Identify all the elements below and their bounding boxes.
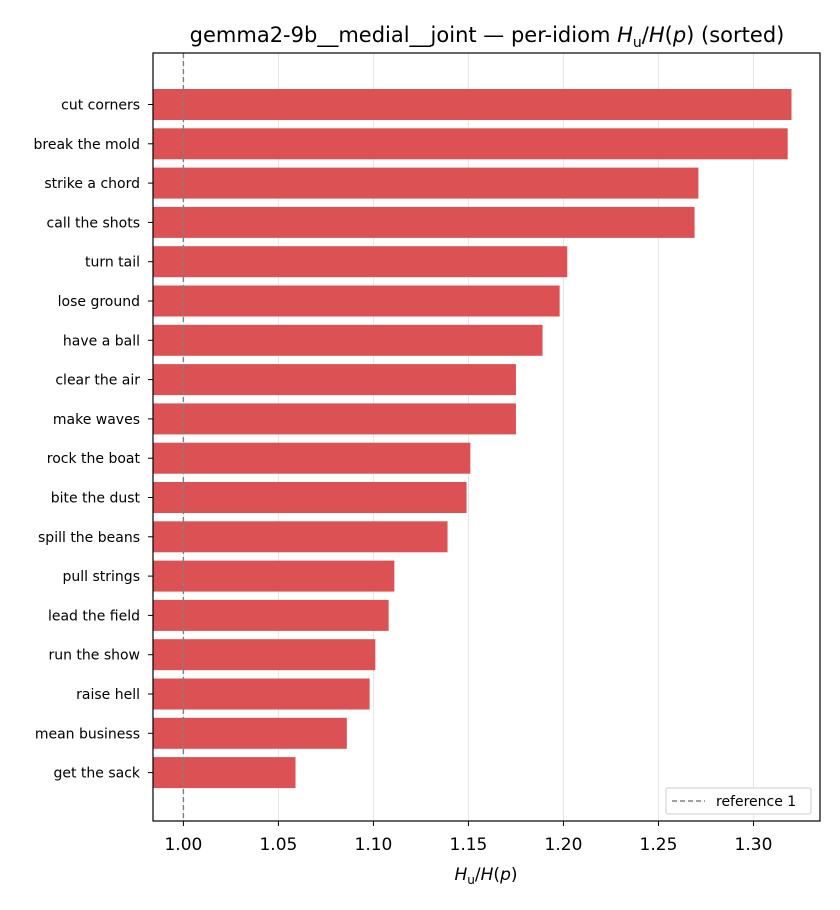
bar bbox=[153, 285, 560, 317]
bar bbox=[153, 442, 471, 474]
chart-title: gemma2-9b__medial__joint — per-idiom Hu/… bbox=[190, 23, 785, 51]
y-tick-label: mean business bbox=[35, 726, 140, 742]
title-prefix: gemma2-9b__medial__joint — per-idiom bbox=[190, 23, 617, 48]
y-tick-label: pull strings bbox=[63, 569, 140, 585]
y-tick-label: rock the boat bbox=[47, 451, 141, 467]
y-tick-label: bite the dust bbox=[51, 491, 141, 507]
x-tick-label: 1.15 bbox=[450, 835, 488, 855]
bar bbox=[153, 757, 296, 789]
title-paren-open: ( bbox=[665, 23, 673, 47]
bar bbox=[153, 206, 695, 238]
y-tick-label: clear the air bbox=[55, 373, 140, 389]
y-tick-label: strike a chord bbox=[44, 176, 140, 192]
y-tick-label: break the mold bbox=[34, 137, 141, 153]
title-sub: u bbox=[633, 35, 642, 51]
bar bbox=[153, 678, 370, 710]
title-p: p bbox=[672, 23, 686, 47]
xlabel-paren-open: ( bbox=[493, 865, 500, 885]
y-tick-label: call the shots bbox=[47, 215, 140, 231]
bar bbox=[153, 246, 568, 278]
x-tick-label: 1.25 bbox=[640, 835, 678, 855]
bar bbox=[153, 324, 543, 356]
y-tick-label: make waves bbox=[53, 412, 140, 428]
title-h2: H bbox=[649, 23, 665, 47]
y-tick-label: turn tail bbox=[85, 255, 140, 271]
y-tick-label: spill the beans bbox=[38, 530, 140, 546]
title-suffix: (sorted) bbox=[694, 23, 784, 47]
x-tick-label: 1.05 bbox=[259, 835, 297, 855]
xlabel-h: H bbox=[454, 865, 467, 885]
y-tick-label: get the sack bbox=[53, 766, 140, 782]
bar bbox=[153, 560, 395, 592]
legend-box bbox=[665, 787, 812, 815]
bars bbox=[153, 89, 792, 789]
bar bbox=[153, 639, 376, 671]
title-h: H bbox=[617, 23, 633, 47]
legend-reference-label: reference 1 bbox=[716, 794, 796, 810]
y-tick-label: raise hell bbox=[76, 687, 140, 703]
xlabel-p: p bbox=[499, 865, 511, 885]
x-tick-label: 1.10 bbox=[355, 835, 393, 855]
bar bbox=[153, 167, 699, 199]
y-tick-label: run the show bbox=[48, 648, 140, 664]
xlabel-sub: u bbox=[467, 873, 475, 887]
title-paren-close: ) bbox=[686, 23, 694, 47]
bar bbox=[153, 403, 516, 435]
bar bbox=[153, 521, 448, 553]
x-tick-label: 1.00 bbox=[164, 835, 202, 855]
bar bbox=[153, 364, 516, 396]
bar bbox=[153, 89, 792, 120]
y-tick-label: cut corners bbox=[61, 98, 140, 114]
bar bbox=[153, 482, 467, 513]
bar bbox=[153, 717, 347, 749]
x-tick-label: 1.30 bbox=[735, 835, 773, 855]
y-axis: cut corners break the mold strike a chord c… bbox=[34, 98, 153, 782]
bar bbox=[153, 128, 788, 160]
x-axis-label: Hu/H(p) bbox=[454, 865, 517, 887]
y-tick-label: have a ball bbox=[63, 333, 140, 349]
bar bbox=[153, 599, 389, 631]
x-axis: 1.00 1.05 1.10 1.15 1.20 1.25 1.30 bbox=[164, 821, 772, 855]
x-tick-label: 1.20 bbox=[545, 835, 583, 855]
plot-frame bbox=[152, 52, 821, 822]
xlabel-slash: / bbox=[475, 865, 481, 885]
y-tick-label: lose ground bbox=[58, 294, 140, 310]
xlabel-paren-close: ) bbox=[511, 865, 518, 885]
xlabel-h2: H bbox=[481, 865, 494, 885]
y-tick-label: lead the field bbox=[48, 608, 140, 624]
legend: reference 1 bbox=[665, 787, 812, 815]
title-slash: / bbox=[642, 23, 650, 47]
